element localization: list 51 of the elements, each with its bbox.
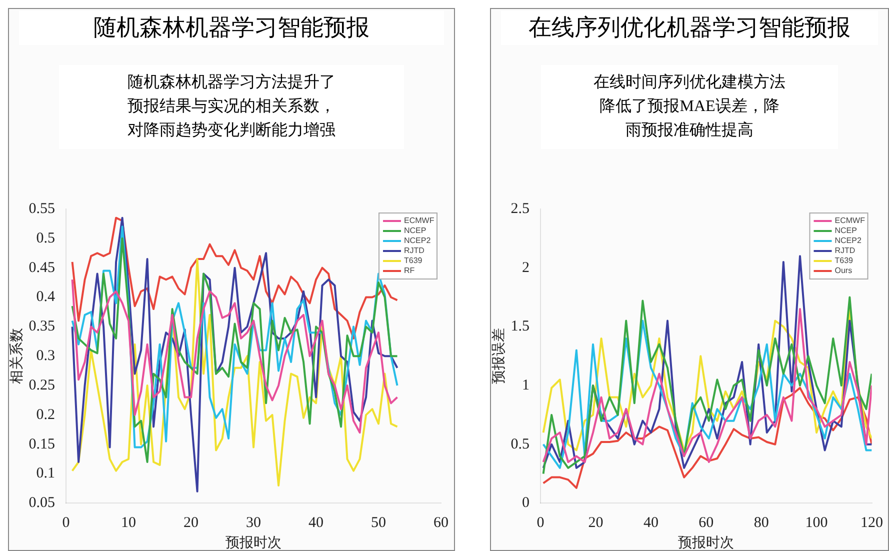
- x-tick-label: 50: [371, 515, 386, 532]
- y-tick-label: 0.55: [28, 200, 56, 217]
- y-tick-label: 2.5: [510, 200, 530, 217]
- y-tick-label: 0.35: [28, 318, 56, 335]
- x-tick-label: 120: [860, 515, 883, 532]
- x-tick-label: 60: [434, 515, 448, 532]
- x-tick-label: 20: [588, 515, 604, 532]
- y-tick-label: 0.15: [28, 436, 56, 452]
- legend-label: NCEP: [834, 226, 857, 236]
- x-tick-label: 40: [308, 515, 324, 532]
- chart-title: 随机森林机器学习智能预报: [19, 11, 444, 45]
- legend-label: NCEP: [404, 226, 426, 236]
- x-tick-label: 20: [184, 515, 199, 532]
- legend-label: RF: [404, 266, 415, 276]
- y-axis-title: 预报误差: [491, 328, 508, 384]
- legend-label: T639: [404, 256, 423, 266]
- y-tick-label: 0: [522, 495, 530, 512]
- x-axis-title: 预报时次: [678, 535, 734, 551]
- x-tick-label: 0: [536, 515, 544, 532]
- x-axis-title: 预报时次: [226, 535, 282, 551]
- legend-label: ECMWF: [834, 216, 866, 226]
- y-tick-label: 0.05: [28, 495, 56, 512]
- y-axis-title: 相关系数: [9, 328, 26, 384]
- text: 随机森林机器学习方法提升了预报结果与实况的相关系数，对降雨趋势变化判断能力增强: [126, 72, 336, 141]
- chart-title: 在线序列优化机器学习智能预报: [501, 11, 878, 45]
- text: 在线时间序列优化建模方法降低了预报MAE误差，降雨预报准确性提高: [592, 72, 786, 141]
- legend-label: Ours: [834, 266, 852, 276]
- y-tick-label: 1.5: [510, 318, 530, 335]
- y-tick-label: 0.4: [36, 289, 56, 306]
- legend-label: NCEP2: [404, 236, 432, 246]
- x-tick-label: 40: [643, 515, 658, 532]
- legend-label: T639: [834, 256, 854, 266]
- y-tick-label: 2: [522, 260, 530, 276]
- x-tick-label: 80: [754, 515, 769, 532]
- legend-label: RJTD: [404, 246, 425, 256]
- y-tick-label: 0.5: [510, 436, 530, 452]
- y-tick-label: 0.45: [28, 260, 56, 276]
- y-tick-label: 0.5: [36, 230, 56, 246]
- x-tick-label: 60: [698, 515, 714, 532]
- y-tick-label: 0.25: [28, 377, 56, 394]
- x-tick-label: 10: [121, 515, 136, 532]
- legend-label: RJTD: [834, 246, 856, 256]
- legend-label: NCEP2: [834, 236, 862, 246]
- y-tick-label: 1: [522, 377, 530, 394]
- y-tick-label: 0.1: [36, 466, 56, 482]
- x-tick-label: 100: [805, 515, 828, 532]
- y-tick-label: 0.2: [36, 406, 56, 423]
- legend-label: ECMWF: [404, 216, 434, 226]
- y-tick-label: 0.3: [36, 348, 56, 364]
- x-tick-label: 0: [62, 515, 70, 532]
- x-tick-label: 30: [246, 515, 262, 532]
